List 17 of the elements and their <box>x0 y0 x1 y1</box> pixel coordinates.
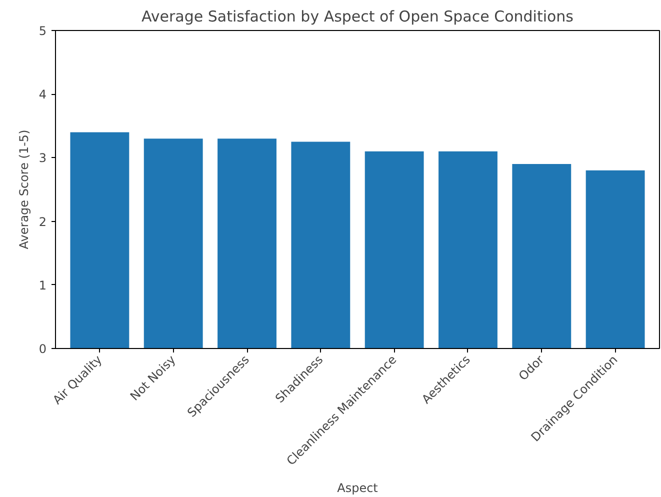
bar <box>291 142 350 348</box>
bar <box>144 138 203 348</box>
y-tick-label: 4 <box>38 88 47 102</box>
y-axis-title: Average Score (1-5) <box>16 130 31 250</box>
bar <box>364 151 424 348</box>
y-tick-label: 3 <box>38 151 47 166</box>
bar <box>512 164 572 348</box>
y-tick-label: 1 <box>38 278 47 292</box>
chart-title: Average Satisfaction by Aspect of Open Space Conditions <box>142 8 574 26</box>
bar <box>70 132 130 348</box>
x-axis-title: Aspect <box>337 480 378 495</box>
bar <box>586 170 645 348</box>
y-tick-label: 2 <box>38 214 47 229</box>
bar <box>438 151 498 348</box>
bar <box>218 138 276 348</box>
y-tick-label: 5 <box>38 24 47 38</box>
y-tick-label: 0 <box>38 342 47 356</box>
